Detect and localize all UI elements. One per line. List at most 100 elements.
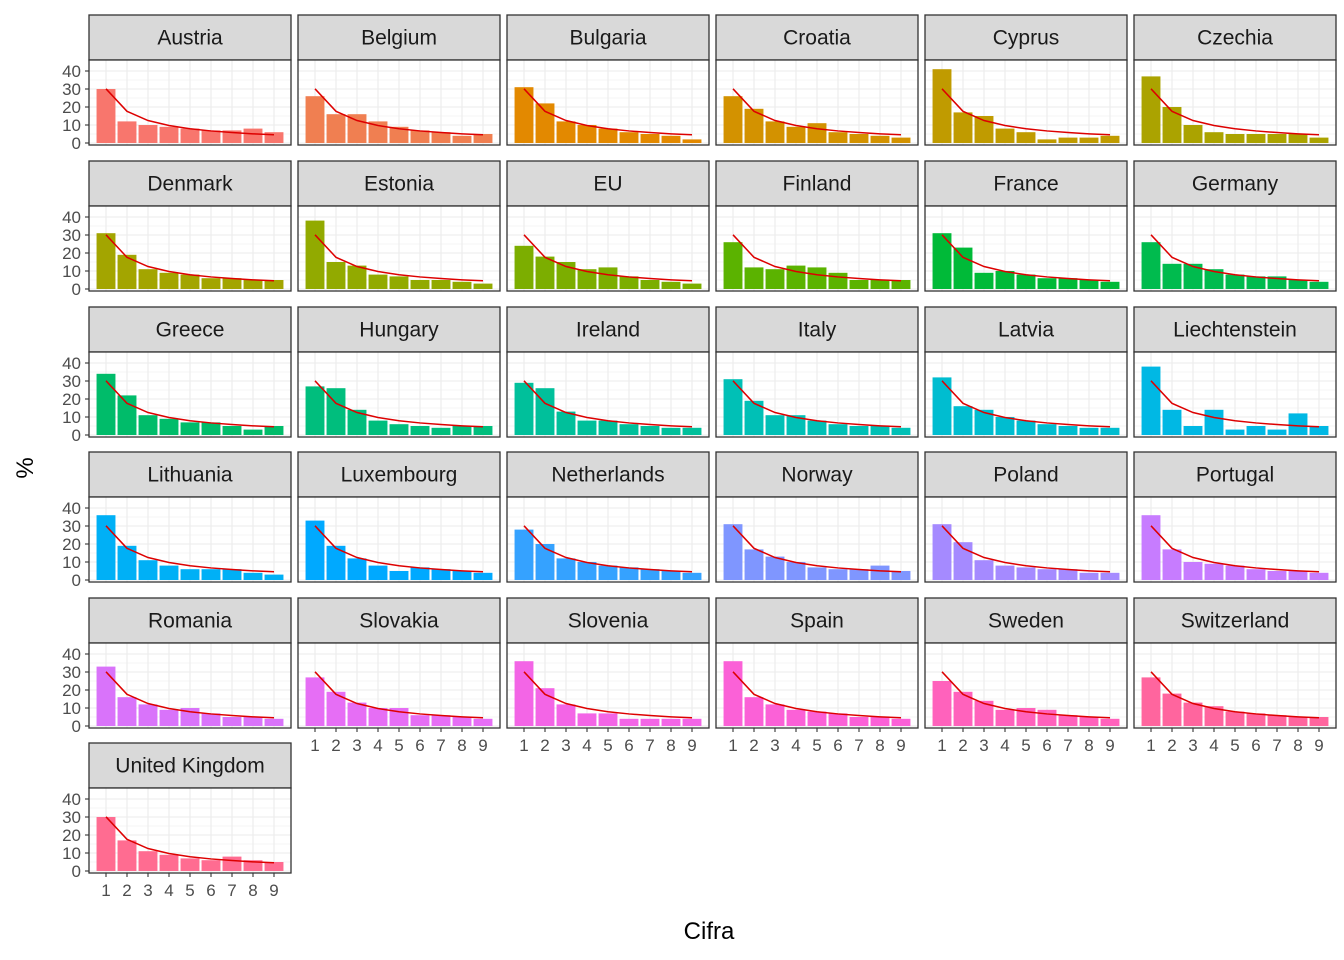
x-tick-label: 9 bbox=[1105, 736, 1114, 755]
bar-sweden-2 bbox=[953, 691, 973, 726]
strip-romania bbox=[88, 597, 292, 644]
bar-italy-4 bbox=[786, 415, 806, 435]
bar-eu-1 bbox=[514, 245, 534, 289]
y-axis-title: % bbox=[12, 457, 39, 478]
bar-latvia-3 bbox=[974, 409, 994, 435]
bar-portugal-8 bbox=[1288, 571, 1308, 580]
bar-croatia-5 bbox=[807, 123, 827, 143]
bar-latvia-7 bbox=[1058, 426, 1078, 435]
bar-spain-4 bbox=[786, 709, 806, 726]
panel-border bbox=[506, 496, 710, 583]
panel-portugal: Portugal bbox=[1133, 451, 1337, 583]
bar-romania-1 bbox=[96, 666, 116, 726]
x-tick-label: 5 bbox=[185, 881, 194, 900]
bar-czechia-9 bbox=[1309, 137, 1329, 143]
bar-slovenia-4 bbox=[577, 713, 597, 726]
x-tick-label: 2 bbox=[1167, 736, 1176, 755]
strip-label: Poland bbox=[993, 464, 1058, 487]
y-tick-label: 20 bbox=[62, 244, 81, 263]
bar-romania-2 bbox=[117, 697, 137, 726]
strip-label: Norway bbox=[781, 464, 853, 487]
strip-greece bbox=[88, 306, 292, 353]
bar-netherlands-4 bbox=[577, 562, 597, 580]
bar-czechia-1 bbox=[1141, 76, 1161, 143]
strip-label: Luxembourg bbox=[341, 464, 458, 487]
bar-ireland-5 bbox=[598, 420, 618, 435]
reference-line bbox=[941, 234, 1111, 282]
bar-estonia-5 bbox=[389, 276, 409, 289]
bar-luxembourg-3 bbox=[347, 558, 367, 580]
panel-border bbox=[297, 205, 501, 292]
panel-border bbox=[715, 496, 919, 583]
bar-bulgaria-6 bbox=[619, 132, 639, 143]
bar-slovenia-8 bbox=[661, 718, 681, 726]
bar-estonia-1 bbox=[305, 220, 325, 289]
bar-italy-7 bbox=[849, 426, 869, 435]
strip-ireland bbox=[506, 306, 710, 353]
bar-norway-6 bbox=[828, 569, 848, 580]
strip-slovenia bbox=[506, 597, 710, 644]
strip-spain bbox=[715, 597, 919, 644]
strip-label: France bbox=[993, 173, 1058, 196]
bar-bulgaria-1 bbox=[514, 87, 534, 143]
bar-netherlands-5 bbox=[598, 565, 618, 580]
bar-slovenia-2 bbox=[535, 688, 555, 726]
bar-croatia-7 bbox=[849, 134, 869, 143]
bar-poland-1 bbox=[932, 524, 952, 580]
bar-eu-7 bbox=[640, 280, 660, 289]
bar-united-kingdom-2 bbox=[117, 840, 137, 871]
bar-france-4 bbox=[995, 271, 1015, 289]
bar-luxembourg-4 bbox=[368, 565, 388, 580]
strip-liechtenstein bbox=[1133, 306, 1337, 353]
strip-lithuania bbox=[88, 451, 292, 498]
bar-spain-6 bbox=[828, 713, 848, 726]
strip-eu bbox=[506, 160, 710, 207]
bar-eu-4 bbox=[577, 269, 597, 289]
bar-cyprus-2 bbox=[953, 112, 973, 143]
x-tick-label: 2 bbox=[749, 736, 758, 755]
x-tick-label: 3 bbox=[561, 736, 570, 755]
panel-slovenia: Slovenia 1 2 3 4 5 6 7 8 9 bbox=[506, 597, 710, 755]
panel-liechtenstein: Liechtenstein bbox=[1133, 306, 1337, 438]
bar-cyprus-3 bbox=[974, 116, 994, 143]
x-tick-label: 5 bbox=[603, 736, 612, 755]
bar-united-kingdom-9 bbox=[264, 862, 284, 871]
strip-label: Austria bbox=[157, 27, 223, 50]
strip-label: Italy bbox=[798, 319, 837, 342]
x-tick-label: 6 bbox=[206, 881, 215, 900]
bar-denmark-1 bbox=[96, 233, 116, 289]
bar-finland-4 bbox=[786, 265, 806, 289]
bar-greece-3 bbox=[138, 415, 158, 435]
bar-denmark-5 bbox=[180, 274, 200, 289]
bar-portugal-9 bbox=[1309, 572, 1329, 580]
x-tick-label: 2 bbox=[540, 736, 549, 755]
bar-luxembourg-9 bbox=[473, 572, 493, 580]
bar-cyprus-1 bbox=[932, 69, 952, 143]
strip-label: Latvia bbox=[998, 319, 1054, 342]
bar-switzerland-7 bbox=[1267, 715, 1287, 726]
strip-label: Switzerland bbox=[1181, 610, 1290, 633]
bar-lithuania-7 bbox=[222, 569, 242, 580]
strip-switzerland bbox=[1133, 597, 1337, 644]
bar-denmark-8 bbox=[243, 280, 263, 289]
reference-line bbox=[523, 380, 693, 428]
bar-bulgaria-2 bbox=[535, 103, 555, 143]
bar-norway-1 bbox=[723, 524, 743, 580]
bar-denmark-7 bbox=[222, 278, 242, 289]
x-tick-label: 2 bbox=[331, 736, 340, 755]
strip-label: United Kingdom bbox=[115, 755, 264, 778]
panel-border bbox=[88, 496, 292, 583]
bar-czechia-4 bbox=[1204, 132, 1224, 143]
y-tick-label: 10 bbox=[62, 262, 81, 281]
x-tick-label: 8 bbox=[1084, 736, 1093, 755]
y-tick-label: 0 bbox=[72, 862, 81, 881]
bar-czechia-6 bbox=[1246, 134, 1266, 143]
y-tick-label: 40 bbox=[62, 354, 81, 373]
bar-united-kingdom-3 bbox=[138, 851, 158, 871]
bar-norway-5 bbox=[807, 567, 827, 580]
strip-label: Romania bbox=[148, 610, 232, 633]
bar-czechia-2 bbox=[1162, 107, 1182, 143]
bar-eu-9 bbox=[682, 283, 702, 289]
panel-slovakia: Slovakia 1 2 3 4 5 6 7 8 9 bbox=[297, 597, 501, 755]
